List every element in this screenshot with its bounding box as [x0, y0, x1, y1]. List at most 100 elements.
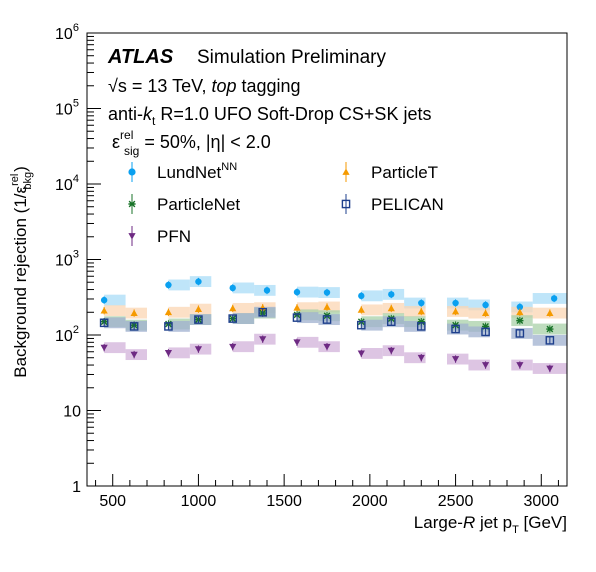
- data-point: [356, 320, 366, 330]
- x-axis-title: Large-R jet pT [GeV]: [414, 513, 567, 536]
- uncertainty-band: [297, 312, 319, 324]
- y-tick-label: 1: [72, 479, 81, 496]
- legend-marker: [341, 199, 351, 209]
- data-point: [516, 317, 524, 325]
- uncertainty-band: [447, 323, 469, 335]
- legend-marker: [128, 200, 136, 208]
- data-point: [545, 336, 555, 345]
- data-point: [452, 299, 459, 307]
- x-tick-label: 1500: [266, 493, 302, 510]
- data-point: [417, 354, 425, 362]
- data-point: [259, 336, 267, 343]
- data-point: [229, 343, 237, 351]
- uncertainty-band: [468, 359, 490, 371]
- data-point: [323, 303, 331, 310]
- legend: LundNetNN ParticleNet PFN ParticleT PELICAN: [128, 161, 444, 246]
- data-point: [322, 315, 332, 324]
- data-point: [516, 303, 524, 311]
- uncertainty-band: [404, 297, 426, 309]
- data-point: [418, 299, 425, 307]
- uncertainty-band: [318, 301, 340, 313]
- uncertainty-band: [318, 341, 340, 353]
- y-tick-label: 105: [55, 98, 79, 119]
- uncertainty-band: [361, 319, 383, 331]
- data-point: [481, 362, 490, 369]
- data-point: [481, 327, 490, 337]
- data-point: [516, 308, 524, 316]
- uncertainty-band: [104, 294, 126, 306]
- annotation-jets: anti-kt R=1.0 UFO Soft-Drop CS+SK jets: [108, 104, 431, 128]
- uncertainty-band: [404, 306, 426, 317]
- data-point: [194, 346, 203, 353]
- uncertainty-band: [382, 345, 405, 357]
- data-point: [100, 344, 108, 352]
- plot-frame: [86, 32, 568, 487]
- data-point: [546, 325, 554, 333]
- y-tick-label: 102: [55, 324, 79, 345]
- uncertainty-band: [168, 320, 190, 332]
- uncertainty-band: [318, 314, 340, 326]
- y-axis: 1 10 102 103 104 105 106: [55, 22, 101, 496]
- data-point: [293, 304, 301, 311]
- data-point: [164, 322, 173, 331]
- x-tick-label: 1000: [181, 493, 217, 510]
- data-point: [387, 347, 395, 355]
- uncertainty-bands: [104, 276, 567, 374]
- y-tick-label: 104: [55, 173, 79, 194]
- uncertainty-band: [104, 342, 126, 354]
- data-point: [546, 365, 554, 373]
- uncertainty-band: [104, 305, 126, 317]
- x-tick-label: 500: [99, 493, 126, 510]
- uncertainty-band: [125, 349, 147, 361]
- data-point: [195, 278, 202, 285]
- uncertainty-band: [361, 304, 383, 316]
- uncertainty-band: [232, 282, 255, 294]
- data-point: [100, 296, 108, 304]
- y-tick-label: 106: [55, 22, 79, 43]
- x-tick-label: 2500: [438, 493, 474, 510]
- data-point: [451, 307, 460, 315]
- uncertainty-band: [232, 341, 255, 353]
- uncertainty-band: [532, 293, 567, 304]
- data-point: [416, 322, 426, 331]
- legend-label: ParticleNet: [157, 195, 240, 214]
- uncertainty-band: [468, 326, 490, 338]
- data-point: [194, 305, 203, 313]
- uncertainty-band: [232, 313, 255, 325]
- annotation-energy: √s = 13 TeV, top tagging: [108, 76, 301, 96]
- data-point: [451, 356, 460, 363]
- data-point: [388, 291, 395, 298]
- data-point: [228, 314, 238, 323]
- uncertainty-band: [404, 320, 426, 332]
- uncertainty-band: [168, 306, 190, 318]
- data-point: [100, 307, 108, 314]
- data-point: [417, 318, 425, 326]
- data-point: [357, 350, 365, 358]
- uncertainty-band: [361, 290, 383, 302]
- uncertainty-band: [468, 299, 490, 311]
- uncertainty-band: [104, 317, 126, 329]
- data-point: [258, 307, 268, 317]
- data-point: [293, 288, 301, 296]
- data-point: [164, 349, 173, 357]
- legend-label: LundNetNN: [157, 161, 237, 182]
- data-point: [516, 362, 524, 369]
- uncertainty-band: [447, 306, 469, 317]
- uncertainty-band: [189, 343, 212, 355]
- legend-label: PELICAN: [371, 195, 444, 214]
- uncertainty-band: [511, 306, 533, 318]
- uncertainty-band: [189, 303, 212, 315]
- data-point: [130, 309, 138, 316]
- data-point: [130, 351, 138, 359]
- uncertainty-band: [511, 327, 533, 339]
- data-point: [358, 292, 365, 300]
- data-point: [164, 308, 173, 316]
- uncertainty-band: [382, 302, 405, 314]
- uncertainty-band: [254, 306, 276, 318]
- legend-label: PFN: [157, 227, 191, 246]
- y-tick-label: 103: [55, 249, 79, 270]
- uncertainty-band: [361, 348, 383, 359]
- data-point: [482, 301, 489, 309]
- annotation-efficiency: εrel sig = 50%, |η| < 2.0: [112, 128, 271, 158]
- uncertainty-band: [168, 347, 190, 359]
